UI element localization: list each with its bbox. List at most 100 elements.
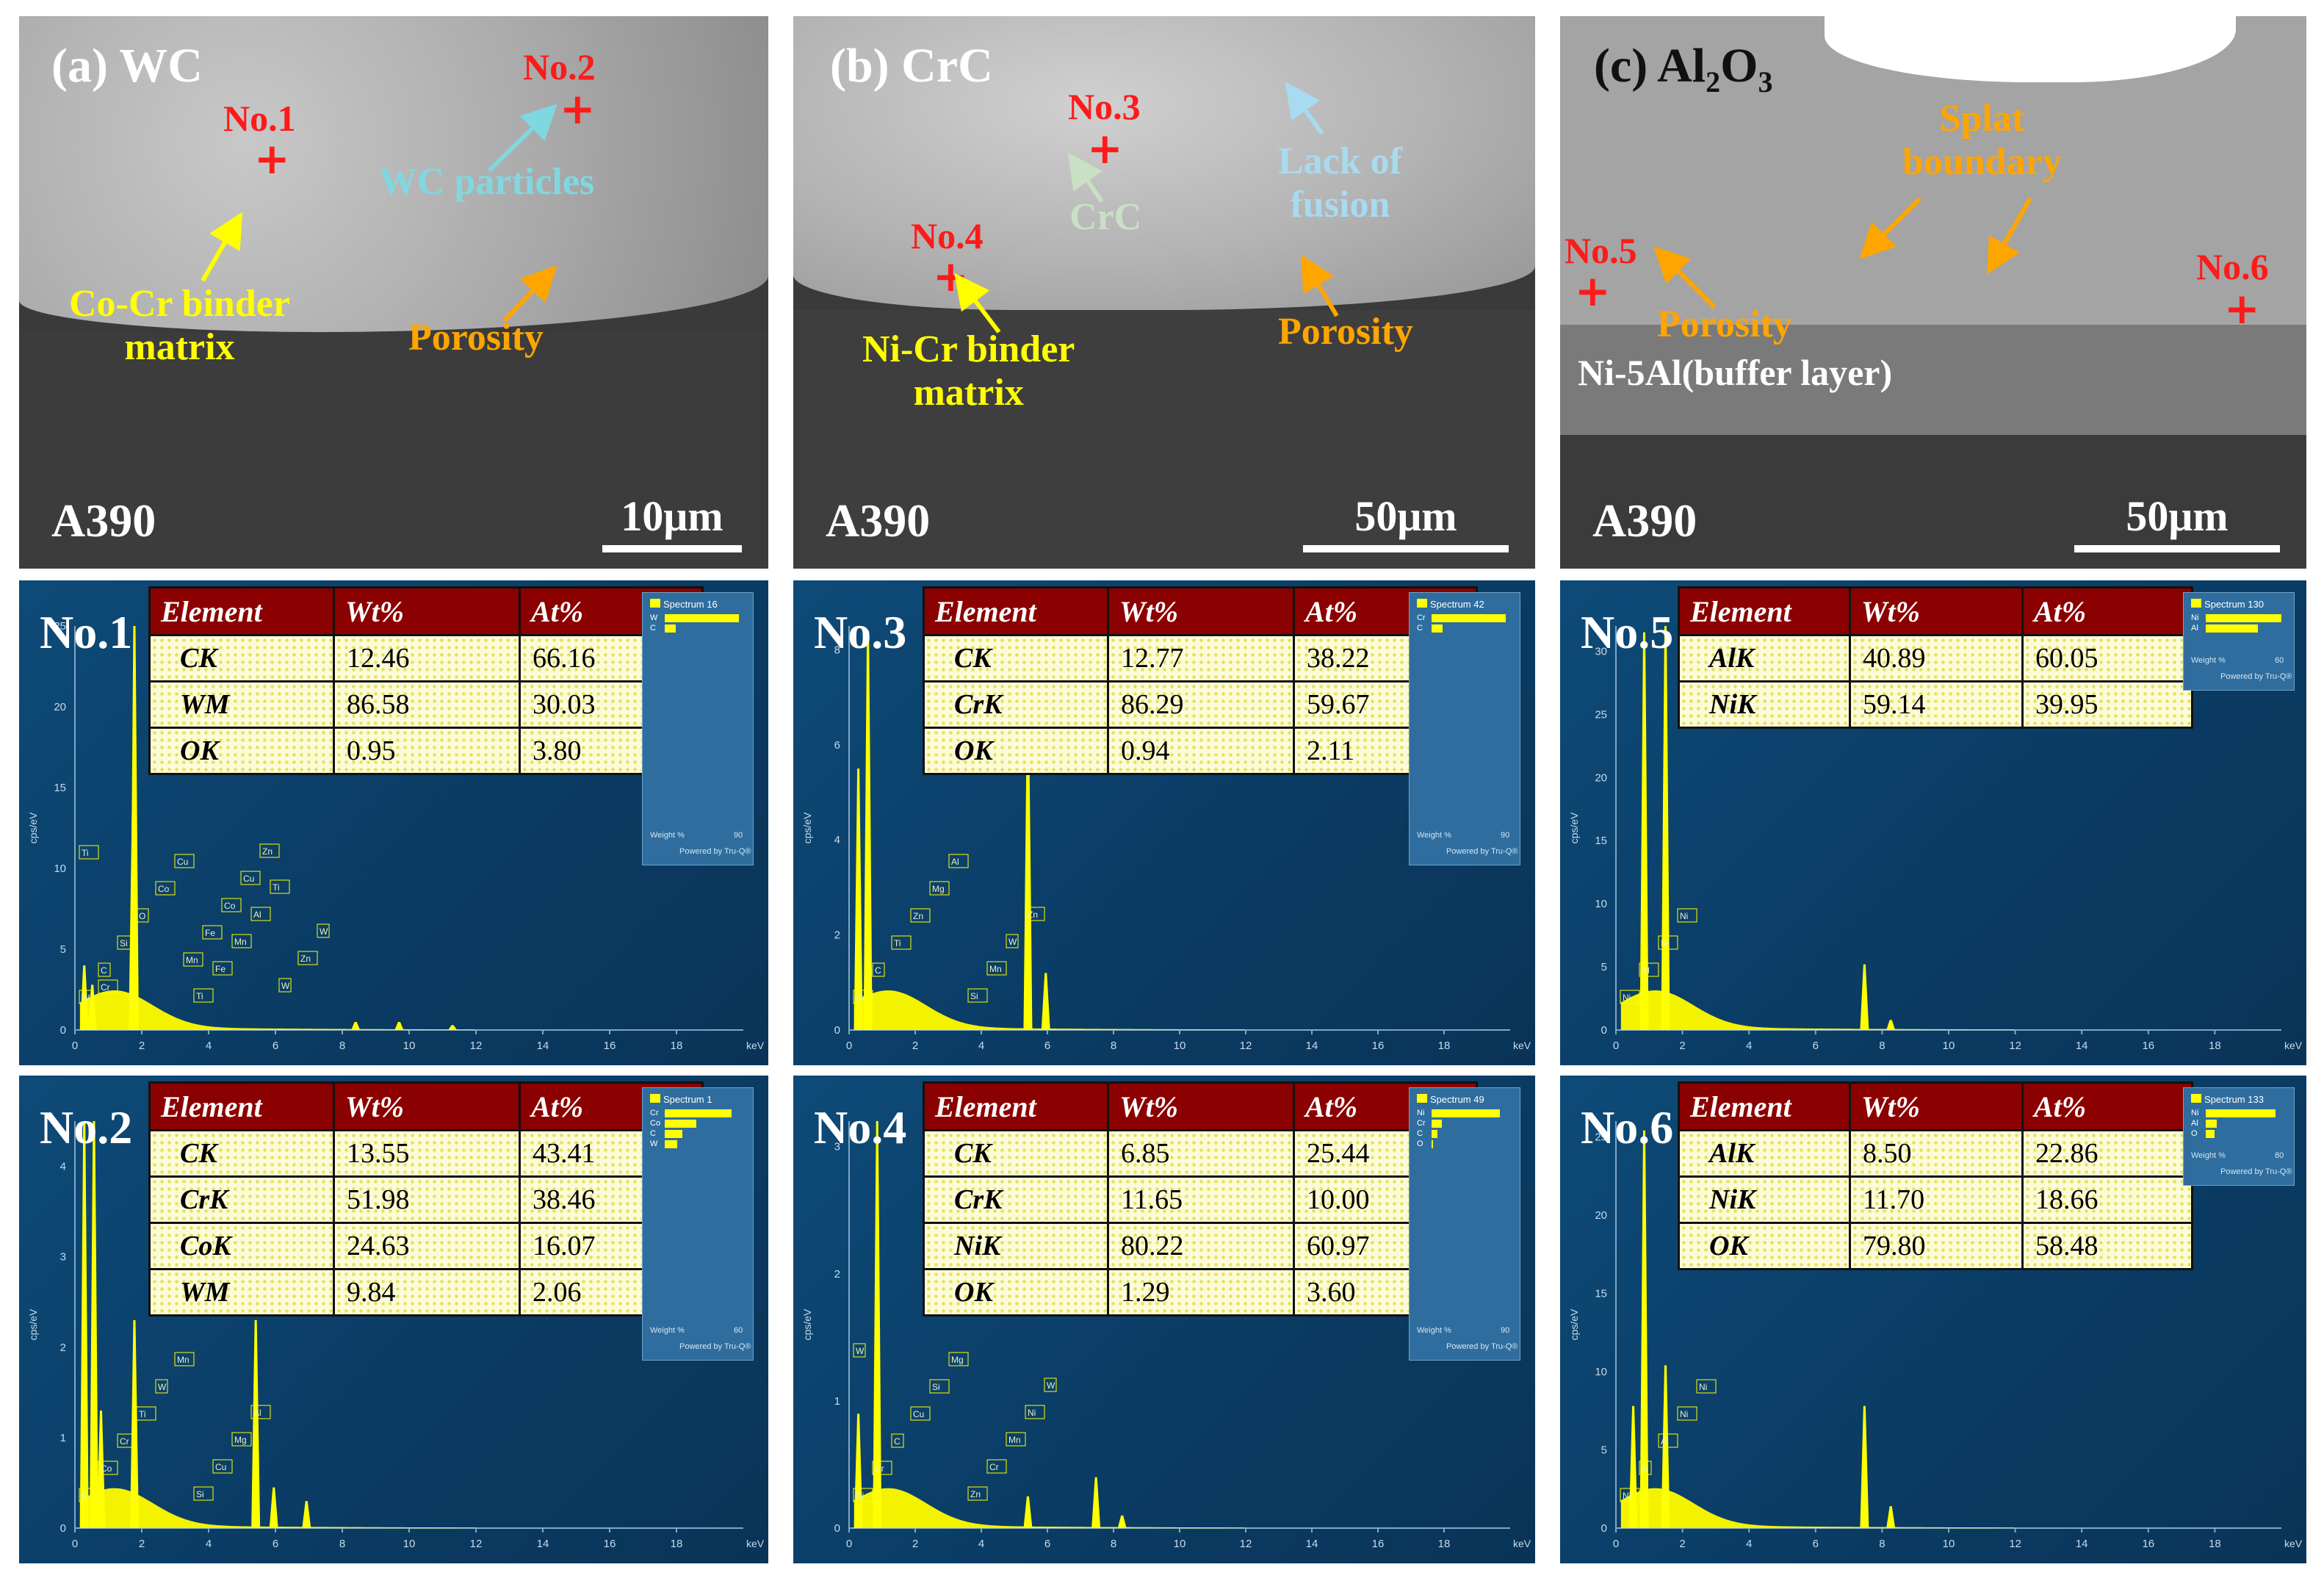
cell-wt: 8.50 xyxy=(1849,1129,2024,1178)
cell-wt: 1.29 xyxy=(1107,1268,1295,1317)
x-tick-label: 12 xyxy=(1240,1040,1252,1052)
cell-wt: 13.55 xyxy=(333,1129,521,1178)
powered-by: Powered by Tru-Q® xyxy=(2220,672,2292,681)
table-header-wt: Wt% xyxy=(333,1081,521,1131)
x-tick-label: 8 xyxy=(1111,1538,1116,1550)
peak-label-box xyxy=(221,898,242,912)
peak-label-box xyxy=(948,854,969,868)
table-header-wt: Wt% xyxy=(1107,1081,1295,1131)
x-tick-label: 16 xyxy=(2142,1040,2154,1052)
buffer-layer xyxy=(1560,325,2306,435)
y-unit-label: cps/eV xyxy=(27,812,39,843)
legend-element: Co xyxy=(650,1119,661,1128)
y-tick-label: 8 xyxy=(834,644,840,656)
legend-element: Cr xyxy=(1417,613,1426,622)
cell-element: OK xyxy=(923,727,1109,775)
legend-element: Al xyxy=(2191,1119,2198,1128)
spectrum-name: Spectrum 42 xyxy=(1430,599,1484,610)
point-label-no5: No.5 xyxy=(1565,230,1637,271)
table-header-row: Element Wt% At% xyxy=(148,586,704,636)
weight-label: Weight % xyxy=(2191,656,2226,665)
y-tick-label: 15 xyxy=(1595,1287,1607,1300)
annotation-arrows xyxy=(1653,196,2032,309)
table-row: AlK 8.50 22.86 xyxy=(1678,1129,2193,1178)
peak-label-box xyxy=(1620,990,1640,1004)
peak-label: Co xyxy=(158,884,170,894)
y-tick-label: 0 xyxy=(834,1522,840,1535)
peak-label: Mn xyxy=(177,1355,190,1365)
weight-label: Weight % xyxy=(1417,1326,1451,1335)
x-tick-label: 8 xyxy=(1111,1040,1116,1052)
spectrum-plot: 0 2 4 6 8 10 12 14 16 18 keV43210cps/eVCCoCrTiWMnS… xyxy=(27,1121,765,1550)
peak-label: Cu xyxy=(177,857,188,867)
spectrum-name: Spectrum 1 xyxy=(663,1094,712,1105)
spectrum-background xyxy=(1620,1488,2016,1528)
peak-label-box xyxy=(853,990,873,1004)
x-tick-label: 16 xyxy=(604,1538,616,1550)
peak-label: Cu xyxy=(913,1409,924,1419)
cell-wt: 79.80 xyxy=(1849,1222,2024,1270)
cell-wt: 11.70 xyxy=(1849,1175,2024,1224)
x-tick-label: 10 xyxy=(1943,1538,1955,1550)
point-label-no4: No.4 xyxy=(911,215,984,256)
cell-wt: 86.58 xyxy=(333,680,521,729)
table-row: CK 13.55 43.41 xyxy=(148,1129,704,1178)
x-tick-label: 10 xyxy=(1174,1040,1186,1052)
table-header-wt: Wt% xyxy=(1849,586,2024,636)
cell-wt: 86.29 xyxy=(1107,680,1295,729)
peak-label: Ti xyxy=(82,848,89,858)
y-tick-label: 20 xyxy=(1595,1209,1607,1222)
peak-label-box xyxy=(98,1461,118,1475)
spectrum-peak xyxy=(854,768,863,1030)
cell-element: AlK xyxy=(1678,1129,1851,1178)
peak-label: Zn xyxy=(970,1489,981,1499)
spectrum-name: Spectrum 130 xyxy=(2204,599,2264,610)
x-tick-label: 8 xyxy=(339,1040,345,1052)
peak-label: Mg xyxy=(951,1355,964,1365)
x-tick-label: 12 xyxy=(2009,1538,2021,1550)
x-tick-label: 0 xyxy=(72,1040,78,1052)
cell-wt: 12.77 xyxy=(1107,634,1295,683)
x-tick-label: 8 xyxy=(1879,1538,1885,1550)
table-header-row: Element Wt% At% xyxy=(1678,586,2193,636)
y-unit-label: cps/eV xyxy=(801,812,813,843)
spectrum-peak xyxy=(302,1501,311,1528)
y-tick-label: 6 xyxy=(834,739,840,752)
annotation-arrows xyxy=(954,82,1339,334)
legend-bar xyxy=(1432,1130,1438,1138)
x-tick-label: 0 xyxy=(1613,1040,1619,1052)
spectrum-legend: Spectrum 1 Cr Co C W Weight % 60 Powered by Tru… xyxy=(642,1087,754,1361)
peak-label-box xyxy=(212,1459,233,1474)
peak-label-box xyxy=(202,925,223,940)
point-label-no1: No.1 xyxy=(223,98,296,139)
peak-label-box xyxy=(155,1379,168,1394)
peak-label-box xyxy=(1006,934,1019,948)
peak-label: C xyxy=(82,1491,88,1501)
point-marker: + xyxy=(1575,266,1611,316)
legend-element: Ni xyxy=(1417,1109,1425,1117)
spectrum-peak xyxy=(1860,964,1869,1030)
x-tick-label: 4 xyxy=(206,1538,212,1550)
peak-label: W xyxy=(82,993,90,1003)
spectrum-peak xyxy=(251,1319,261,1528)
powered-by: Powered by Tru-Q® xyxy=(2220,1167,2292,1176)
y-tick-label: 2 xyxy=(834,1268,840,1281)
peak-label: Cu xyxy=(215,1462,226,1472)
peak-label: Ti xyxy=(196,991,203,1001)
x-tick-label: 2 xyxy=(139,1538,145,1550)
peak-label-box xyxy=(250,1405,271,1419)
legend-element: C xyxy=(1417,1129,1423,1138)
peak-label-box xyxy=(270,879,290,894)
spectrum-background xyxy=(79,990,476,1030)
peak-label-box xyxy=(853,1343,866,1358)
scale-bar: 10μm xyxy=(602,491,742,552)
table-header-element: Element xyxy=(148,586,335,636)
peak-label: Cr xyxy=(101,982,110,993)
spectrum-peak xyxy=(351,1022,361,1030)
cell-wt: 59.14 xyxy=(1849,680,2024,729)
x-tick-label: 18 xyxy=(671,1040,683,1052)
peak-label: Al xyxy=(253,1408,261,1418)
cell-element: OK xyxy=(923,1268,1109,1317)
peak-label-box xyxy=(183,952,203,967)
peak-label: Fe xyxy=(215,964,225,974)
